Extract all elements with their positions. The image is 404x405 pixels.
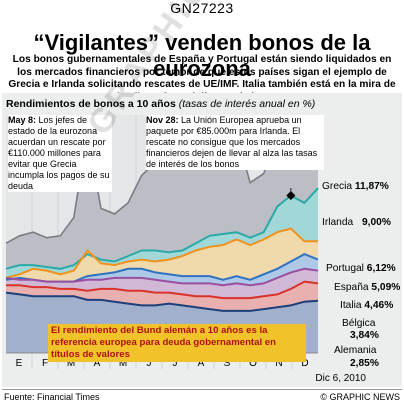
month-label: D <box>301 358 308 369</box>
callout-may8-text: Los jefes de estado de la eurozona acuer… <box>8 115 110 191</box>
label-espana: España 5,09% <box>334 282 401 293</box>
label-belgica: Bélgica <box>342 318 376 329</box>
callout-may8-head: May 8: <box>8 115 37 125</box>
line-irlanda <box>5 187 319 270</box>
line-alemania <box>5 291 319 312</box>
month-label: A <box>198 358 205 369</box>
month-label: M <box>119 358 127 369</box>
line-italia <box>5 267 319 287</box>
bund-note: El rendimiento del Bund alemán a 10 años… <box>48 324 306 362</box>
headline: “Vigilantes” venden bonos de la eurozona <box>33 30 371 81</box>
chart-title: Rendimientos de bonos a 10 años (tasas d… <box>6 98 315 110</box>
callout-may8: May 8: Los jefes de estado de la eurozon… <box>8 115 112 192</box>
source-credit: Fuente: Financial Times <box>4 392 100 402</box>
label-belgica-value: 3,84% <box>350 330 379 341</box>
month-label: J <box>147 358 152 369</box>
label-alemania: Alemania <box>334 345 377 356</box>
dateline: Dic 6, 2010 <box>315 373 366 384</box>
line-belgica <box>6 280 319 300</box>
label-italia: Italia 4,46% <box>340 300 394 311</box>
month-label: J <box>173 358 178 369</box>
month-label: S <box>224 358 231 369</box>
footer-divider <box>2 389 402 390</box>
label-alemania-value: 2,85% <box>350 358 379 369</box>
month-label: O <box>249 358 257 369</box>
label-irlanda: Irlanda 9,00% <box>322 217 391 228</box>
month-label: F <box>42 358 48 369</box>
graphic-code: GN27223 <box>170 0 234 16</box>
copyright: © GRAPHIC NEWS <box>320 392 400 402</box>
line-portugal <box>5 227 318 279</box>
label-portugal: Portugal 6,12% <box>326 263 396 274</box>
month-label: M <box>67 358 75 369</box>
chart-title-main: Rendimientos de bonos a 10 años <box>6 98 176 110</box>
callout-nov28-head: Nov 28: <box>146 115 179 125</box>
month-label: A <box>94 358 101 369</box>
callout-nov28-text: La Unión Europea aprueba un paquete por … <box>146 115 318 169</box>
month-label: E <box>16 358 23 369</box>
callout-nov28: Nov 28: La Unión Europea aprueba un paqu… <box>146 115 324 170</box>
label-grecia: Grecia 11,87% <box>322 181 389 192</box>
chart-subtitle: (tasas de interés anual en %) <box>178 98 316 110</box>
month-label: N <box>275 358 282 369</box>
